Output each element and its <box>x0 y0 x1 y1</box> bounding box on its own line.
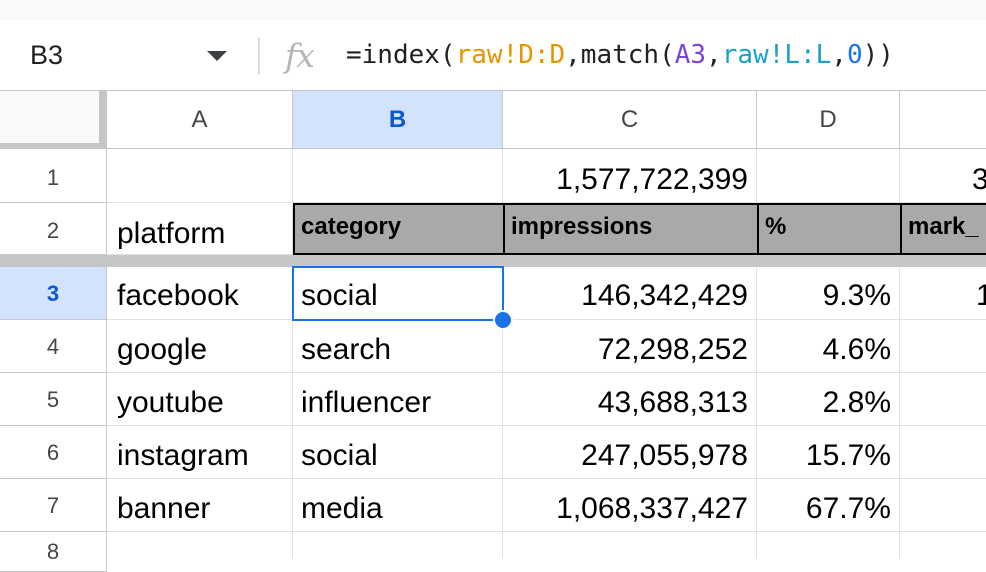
formula-input[interactable]: =index(raw!D:D,match(A3,raw!L:L,0)) <box>346 40 894 70</box>
cell-d7[interactable]: 67.7% <box>757 479 900 532</box>
cell-c6[interactable]: 247,055,978 <box>503 426 757 479</box>
cell-d1[interactable] <box>757 149 900 203</box>
cell-a6[interactable]: instagram <box>107 426 293 479</box>
cell-e4[interactable] <box>900 320 986 373</box>
column-header-e[interactable] <box>900 91 986 149</box>
active-cell-border <box>292 266 504 321</box>
select-all-corner[interactable] <box>0 91 107 149</box>
row-header-1[interactable]: 1 <box>0 149 107 203</box>
cell-e6[interactable] <box>900 426 986 479</box>
cell-b8[interactable] <box>293 532 503 558</box>
cell-b1[interactable] <box>293 149 503 203</box>
row-header-3[interactable]: 3 <box>0 267 107 320</box>
row-header-8[interactable]: 8 <box>0 532 107 572</box>
row-header-5[interactable]: 5 <box>0 373 107 426</box>
fill-handle[interactable] <box>493 310 513 330</box>
cell-d4[interactable]: 4.6% <box>757 320 900 373</box>
cell-b5[interactable]: influencer <box>293 373 503 426</box>
cell-a2[interactable]: platform <box>107 203 293 255</box>
cell-a7[interactable]: banner <box>107 479 293 532</box>
freeze-handle-vertical[interactable] <box>99 91 107 149</box>
cell-d3[interactable]: 9.3% <box>757 267 900 320</box>
header-category[interactable]: category <box>293 203 505 255</box>
cell-e1[interactable]: 3 <box>900 149 986 203</box>
cell-e3[interactable]: 1 <box>900 267 986 320</box>
column-header-d[interactable]: D <box>757 91 900 149</box>
column-header-b[interactable]: B <box>293 91 503 149</box>
cell-c7[interactable]: 1,068,337,427 <box>503 479 757 532</box>
row-header-7[interactable]: 7 <box>0 479 107 532</box>
cell-e5[interactable] <box>900 373 986 426</box>
row-header-6[interactable]: 6 <box>0 426 107 479</box>
cell-b6[interactable]: social <box>293 426 503 479</box>
cell-c3[interactable]: 146,342,429 <box>503 267 757 320</box>
toolbar-strip <box>0 0 986 20</box>
row-header-4[interactable]: 4 <box>0 320 107 373</box>
cell-b4[interactable]: search <box>293 320 503 373</box>
row-header-2[interactable]: 2 <box>0 203 107 255</box>
cell-c1[interactable]: 1,577,722,399 <box>503 149 757 203</box>
column-header-c[interactable]: C <box>503 91 757 149</box>
header-impressions[interactable]: impressions <box>503 203 759 255</box>
cell-d5[interactable]: 2.8% <box>757 373 900 426</box>
cell-c8[interactable] <box>503 532 757 558</box>
cell-a4[interactable]: google <box>107 320 293 373</box>
cell-a8[interactable] <box>107 532 293 558</box>
freeze-divider[interactable] <box>0 255 986 267</box>
freeze-handle-horizontal[interactable] <box>0 143 107 149</box>
formula-separator <box>258 37 260 75</box>
cell-a5[interactable]: youtube <box>107 373 293 426</box>
formula-bar <box>0 20 986 91</box>
cell-a1[interactable] <box>107 149 293 203</box>
cell-d6[interactable]: 15.7% <box>757 426 900 479</box>
chevron-down-icon[interactable] <box>207 51 227 61</box>
cell-e7[interactable] <box>900 479 986 532</box>
cell-c4[interactable]: 72,298,252 <box>503 320 757 373</box>
cell-c5[interactable]: 43,688,313 <box>503 373 757 426</box>
cell-d8[interactable] <box>757 532 900 558</box>
name-box[interactable]: B3 <box>30 40 64 70</box>
cell-a3[interactable]: facebook <box>107 267 293 320</box>
cell-b7[interactable]: media <box>293 479 503 532</box>
fx-icon: fx <box>285 36 315 75</box>
header-percent[interactable]: % <box>757 203 902 255</box>
header-mark[interactable]: mark_ <box>900 203 986 255</box>
column-header-a[interactable]: A <box>107 91 293 149</box>
